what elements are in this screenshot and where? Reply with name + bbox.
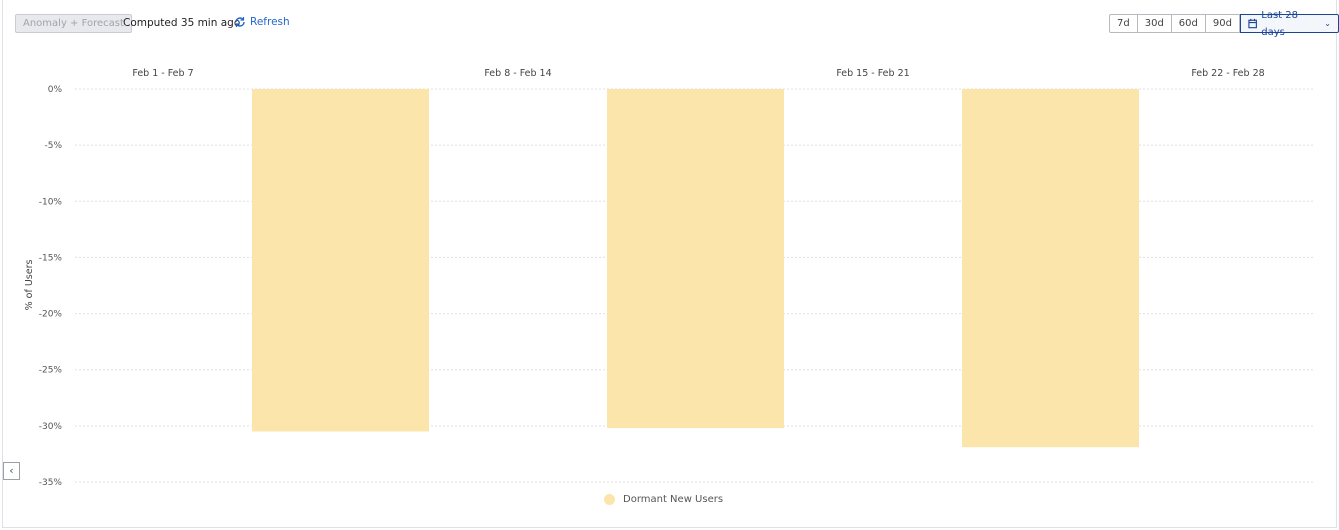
x-tick-label: Feb 22 - Feb 28 [1191,68,1264,79]
x-tick-label: Feb 1 - Feb 7 [132,68,193,79]
x-tick-label: Feb 15 - Feb 21 [836,68,909,79]
refresh-icon [235,17,245,27]
anomaly-forecast-button[interactable]: Anomaly + Forecast [15,14,132,33]
computed-status: Computed 35 min ago [123,17,241,29]
legend[interactable]: Dormant New Users [604,494,723,505]
y-tick-label: -5% [44,141,62,151]
y-axis-label: % of Users [24,260,35,311]
collapse-sidebar-button[interactable]: ‹ [3,462,20,480]
range-60d[interactable]: 60d [1171,14,1206,33]
y-tick-label: -30% [39,422,63,432]
y-tick-label: -25% [39,366,63,376]
chevron-down-icon: ⌄ [1324,19,1331,28]
y-tick-label: 0% [48,85,63,95]
range-30d[interactable]: 30d [1137,14,1172,33]
legend-swatch [604,494,615,505]
x-tick-label: Feb 8 - Feb 14 [484,68,551,79]
range-7d[interactable]: 7d [1109,14,1138,33]
date-range-dropdown[interactable]: Last 28 days ⌄ [1239,10,1339,38]
calendar-icon [1248,18,1257,29]
bar[interactable] [607,89,784,429]
range-90d[interactable]: 90d [1205,14,1240,33]
y-tick-label: -10% [39,197,63,207]
legend-label: Dormant New Users [623,494,724,505]
refresh-label: Refresh [250,16,290,28]
bar[interactable] [252,89,429,432]
y-tick-label: -20% [39,310,63,320]
refresh-button[interactable]: Refresh [234,16,290,28]
date-range-label: Last 28 days [1261,9,1298,38]
y-tick-label: -35% [39,478,63,488]
range-selector: 7d 30d 60d 90d Last 28 days ⌄ [1109,10,1339,38]
bar[interactable] [962,89,1139,448]
y-tick-label: -15% [39,253,63,263]
chevron-left-icon: ‹ [9,464,14,477]
